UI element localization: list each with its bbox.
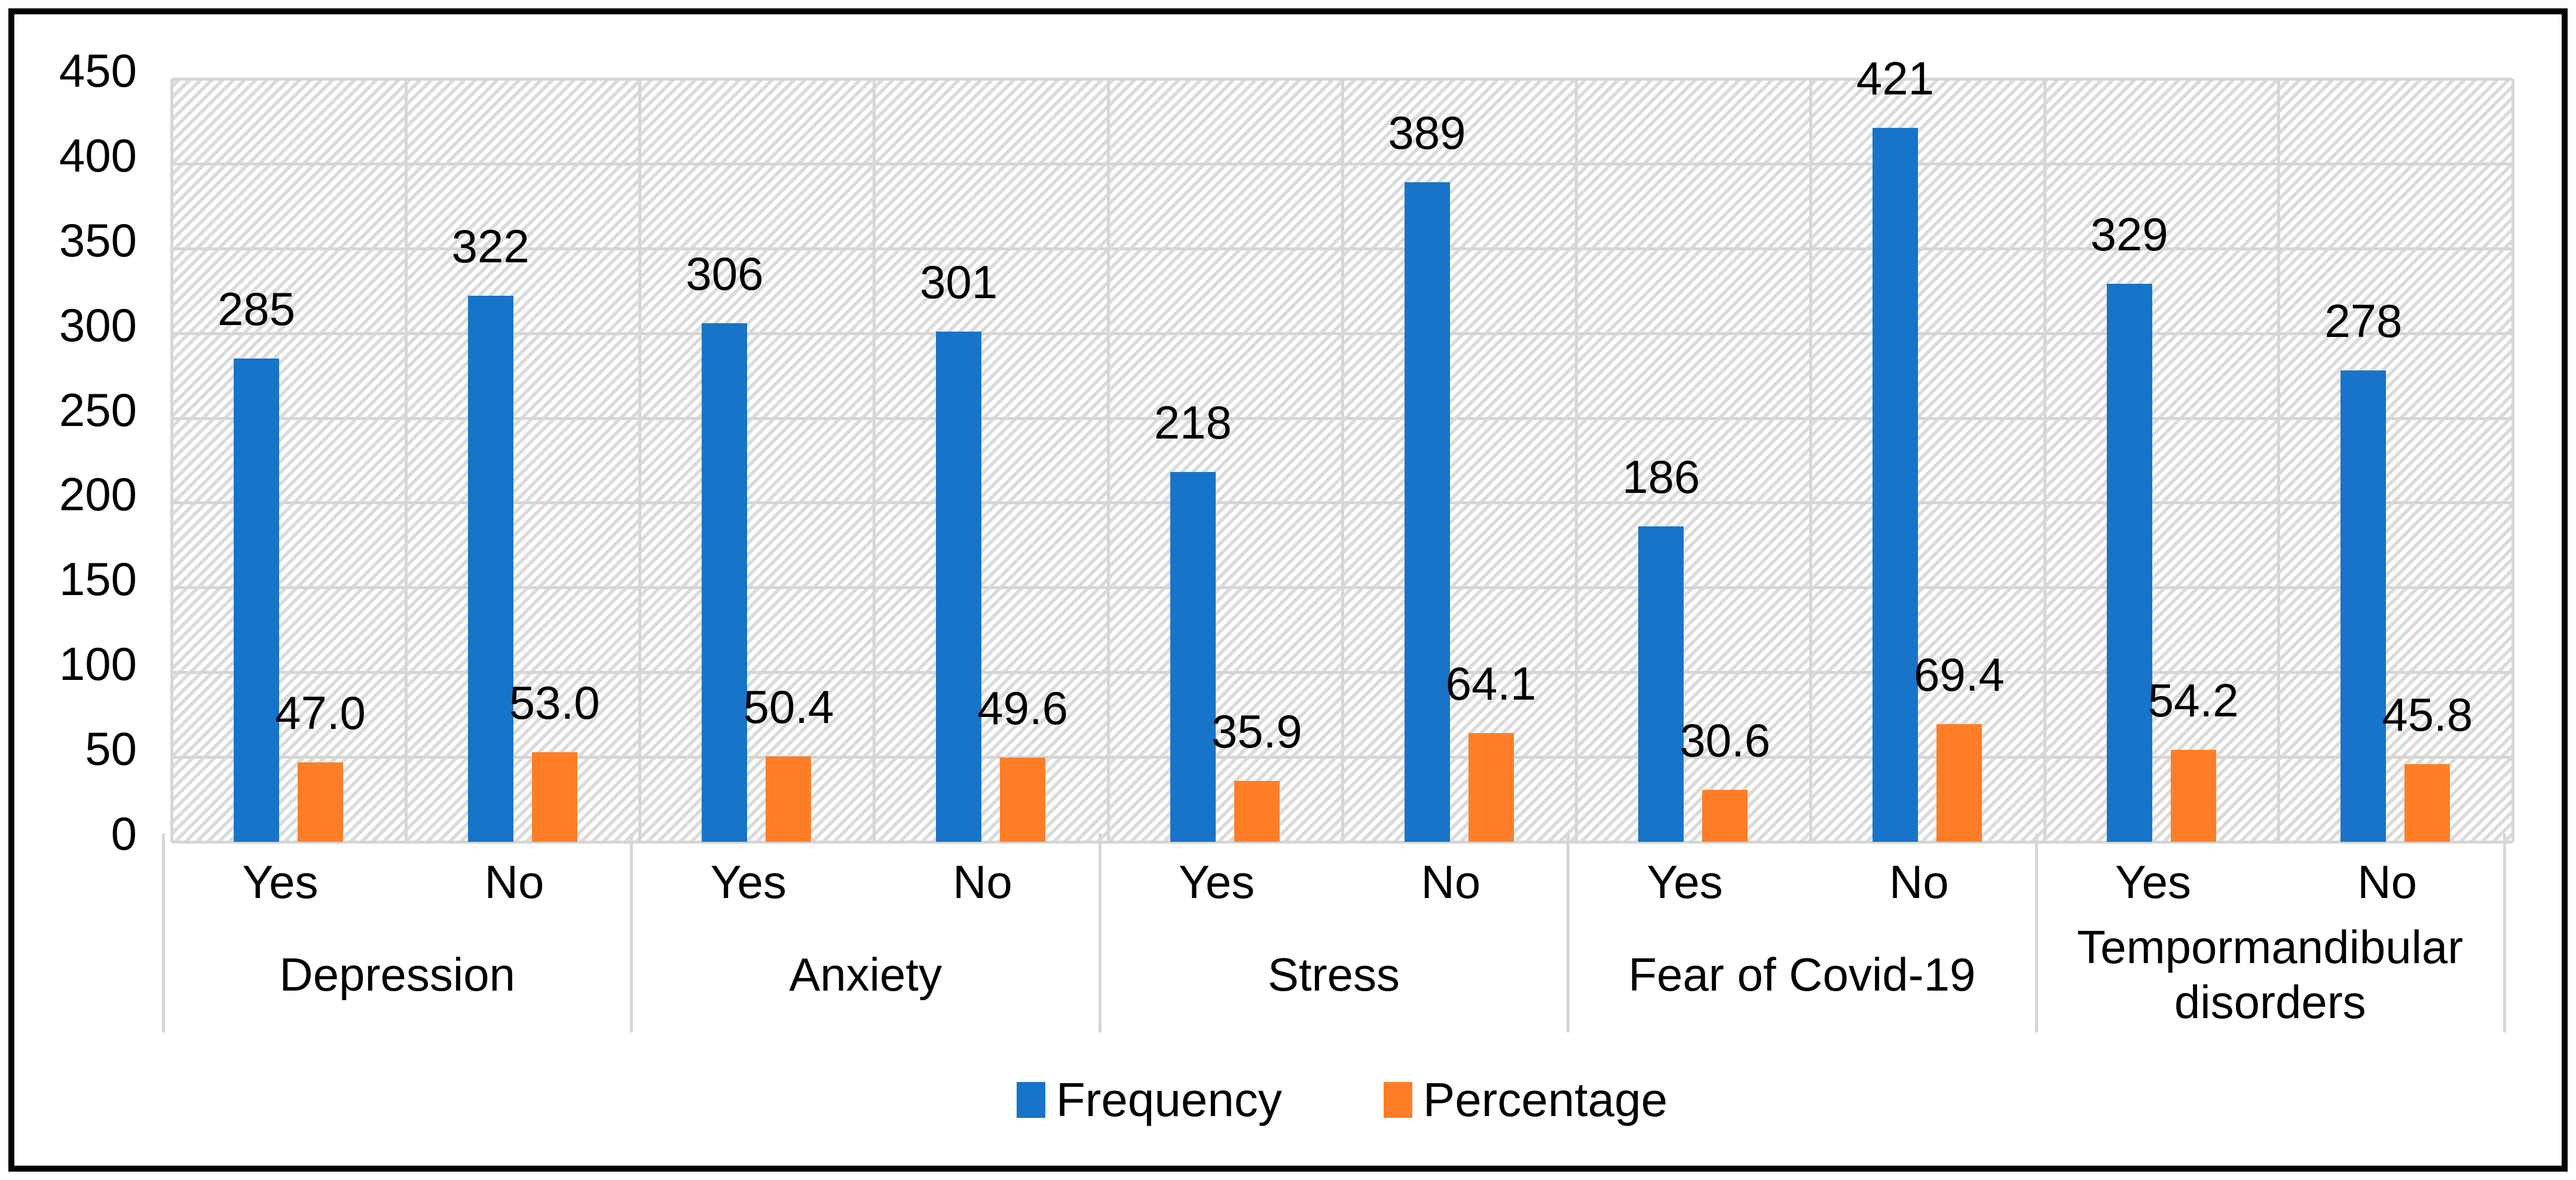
vertical-gridline xyxy=(1341,79,1344,842)
x-axis-category-label: Yes xyxy=(242,856,319,908)
y-axis-tick-label: 450 xyxy=(59,44,137,97)
frequency-data-label: 218 xyxy=(1154,396,1232,449)
frequency-data-label: 186 xyxy=(1622,450,1700,503)
x-axis-category-label: Yes xyxy=(1179,856,1255,908)
y-axis-tick-label: 150 xyxy=(59,553,137,606)
y-axis-tick-label: 0 xyxy=(111,807,137,860)
frequency-data-label: 301 xyxy=(920,256,998,308)
legend-label: Percentage xyxy=(1422,1073,1668,1126)
frequency-data-label: 389 xyxy=(1388,106,1466,159)
percentage-bar xyxy=(1000,758,1046,842)
legend-item: Percentage xyxy=(1383,1073,1668,1127)
frequency-data-label: 278 xyxy=(2324,295,2403,347)
frequency-bar xyxy=(702,323,748,842)
percentage-data-label: 30.6 xyxy=(1679,714,1771,767)
percentage-bar xyxy=(531,752,577,842)
vertical-gridline xyxy=(1809,79,1812,842)
x-axis-category-label: No xyxy=(484,856,544,908)
percentage-data-label: 45.8 xyxy=(2382,688,2473,741)
frequency-legend-marker-icon xyxy=(1016,1082,1045,1118)
x-axis-group-label: Fear of Covid-19 xyxy=(1628,948,1976,1001)
x-axis-category-label: Yes xyxy=(1647,856,1723,908)
plot-area: 285 47.0 322 53.0 306 50.4 301 49.6 218 35.9 389 64… xyxy=(170,53,2514,844)
vertical-gridline xyxy=(873,79,876,842)
x-axis-group-label: Tempormandibular disorders xyxy=(2077,921,2464,1028)
percentage-bar xyxy=(2170,750,2216,842)
x-axis-group-label: Anxiety xyxy=(789,948,942,1001)
percentage-data-label: 35.9 xyxy=(1211,705,1302,758)
horizontal-gridline xyxy=(172,841,2513,844)
group-divider-line xyxy=(1098,833,1102,1032)
y-axis-tick-label: 100 xyxy=(59,637,137,691)
percentage-data-label: 49.6 xyxy=(977,682,1068,734)
group-divider-line xyxy=(2035,833,2038,1032)
vertical-gridline xyxy=(2511,79,2514,842)
percentage-bar xyxy=(2404,764,2450,842)
legend-item: Frequency xyxy=(1016,1073,1282,1127)
percentage-bar xyxy=(766,756,812,842)
vertical-gridline xyxy=(404,79,408,842)
frequency-bar xyxy=(1404,182,1450,842)
group-divider-line xyxy=(162,833,165,1032)
frequency-bar xyxy=(2341,370,2387,842)
x-axis-group-label: Stress xyxy=(1267,948,1400,1001)
percentage-data-label: 50.4 xyxy=(743,681,834,733)
x-axis-category-label: No xyxy=(953,856,1012,908)
legend-label: Frequency xyxy=(1056,1073,1282,1126)
percentage-data-label: 69.4 xyxy=(1913,648,2005,701)
y-axis-tick-label: 400 xyxy=(59,128,137,182)
frequency-data-label: 421 xyxy=(1856,52,1934,105)
x-axis-group-label: Depression xyxy=(279,948,515,1001)
x-axis-category-label: No xyxy=(1889,856,1949,908)
frequency-data-label: 322 xyxy=(451,220,530,272)
y-axis-tick-label: 50 xyxy=(85,722,137,776)
percentage-data-label: 53.0 xyxy=(509,676,600,729)
x-axis-category-label: No xyxy=(1421,856,1481,908)
percentage-bar xyxy=(298,762,343,842)
vertical-gridline xyxy=(1575,79,1578,842)
percentage-bar xyxy=(1234,781,1280,842)
chart-frame: 285 47.0 322 53.0 306 50.4 301 49.6 218 35.9 389 64… xyxy=(8,8,2568,1172)
frequency-data-label: 329 xyxy=(2090,208,2168,260)
group-divider-line xyxy=(2503,833,2506,1032)
group-divider-line xyxy=(630,833,634,1032)
vertical-gridline xyxy=(170,79,173,842)
frequency-bar xyxy=(467,296,513,842)
percentage-data-label: 64.1 xyxy=(1445,657,1537,710)
vertical-gridline xyxy=(2277,79,2281,842)
x-axis-category-label: Yes xyxy=(2115,856,2192,908)
percentage-bar xyxy=(1936,724,1982,842)
y-axis-tick-label: 250 xyxy=(59,383,137,436)
y-axis-tick-label: 350 xyxy=(59,213,137,266)
vertical-gridline xyxy=(1106,79,1110,842)
frequency-bar xyxy=(1170,472,1216,842)
y-axis-tick-label: 300 xyxy=(59,298,137,351)
vertical-gridline xyxy=(638,79,642,842)
legend: Frequency Percentage xyxy=(172,1073,2513,1127)
frequency-data-label: 306 xyxy=(686,247,764,300)
frequency-bar xyxy=(1638,526,1684,842)
frequency-bar xyxy=(2106,284,2152,842)
frequency-bar xyxy=(234,358,279,842)
vertical-gridline xyxy=(2043,79,2046,842)
percentage-data-label: 47.0 xyxy=(275,686,366,739)
y-axis-tick-label: 200 xyxy=(59,468,137,521)
percentage-bar xyxy=(1702,790,1748,842)
x-axis-category-label: Yes xyxy=(710,856,787,908)
frequency-bar xyxy=(1872,128,1918,842)
percentage-legend-marker-icon xyxy=(1383,1082,1412,1118)
percentage-bar xyxy=(1468,733,1514,842)
x-axis-category-label: No xyxy=(2357,856,2417,908)
percentage-data-label: 54.2 xyxy=(2147,674,2239,727)
frequency-bar xyxy=(936,332,982,842)
frequency-data-label: 285 xyxy=(217,283,296,335)
group-divider-line xyxy=(1567,833,1570,1032)
